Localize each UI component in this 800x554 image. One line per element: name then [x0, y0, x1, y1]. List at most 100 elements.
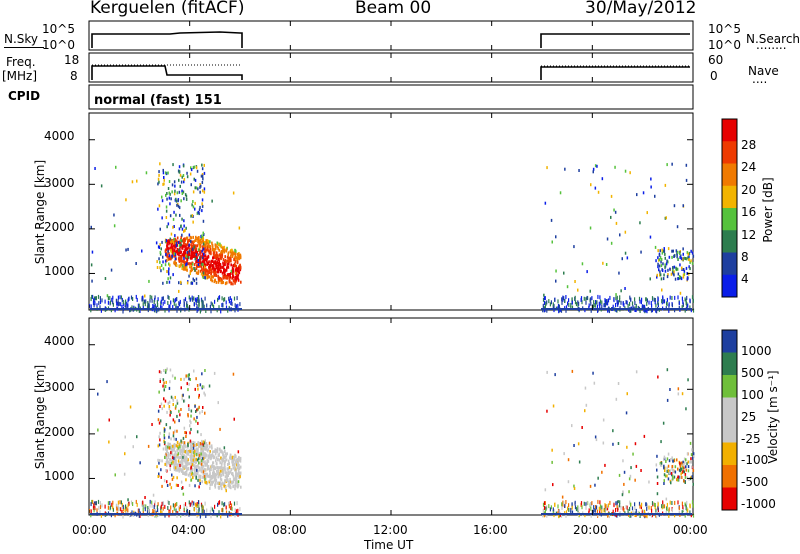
v-ground-echo [230, 503, 233, 508]
p-ground-echo [692, 298, 694, 303]
v-strong-echo [235, 478, 238, 482]
p-strong-echo [227, 251, 230, 255]
p-scatter-echo [171, 190, 173, 194]
p-scatter-echo [94, 167, 96, 170]
p-ground-echo [669, 295, 671, 300]
x-axis-ticks [88, 21, 694, 515]
v-scatter-echo [648, 480, 650, 484]
v-ground-echo [570, 507, 572, 512]
v-ground-echo [213, 509, 215, 514]
p-ground-echo [552, 305, 554, 310]
p-strong-echo [176, 243, 178, 247]
v-strong-echo [175, 452, 177, 456]
v-strong-echo [208, 455, 210, 458]
v-scatter-echo [170, 486, 173, 490]
p-scatter-echo [597, 190, 600, 194]
p-scatter-echo [201, 209, 203, 213]
v-ground-echo [619, 503, 621, 508]
v-ground-echo [149, 499, 151, 504]
p-scatter-echo [201, 234, 203, 238]
p-strong-echo [191, 268, 193, 272]
p-scatter-echo [201, 202, 203, 206]
p-scatter-echo [188, 249, 191, 253]
v-strong-echo [185, 469, 188, 473]
power-cb-20: 20 [741, 183, 757, 197]
v-strong-echo [198, 466, 201, 470]
v-ground-echo [686, 500, 688, 505]
v-ground-echo [629, 514, 631, 518]
v-ground-echo [172, 510, 174, 515]
v-strong-echo [204, 472, 207, 476]
v-scatter-echo [188, 407, 190, 411]
v-ground-echo [235, 509, 238, 514]
v-ground-echo [220, 514, 222, 519]
v-scatter-echo [643, 434, 646, 438]
p-ground-echo [170, 300, 172, 305]
p-ground-echo [605, 299, 607, 304]
p-ground-echo [568, 298, 570, 303]
v-scatter-echo [159, 438, 161, 442]
p-strong-echo [215, 280, 218, 284]
p-scatter-echo [182, 174, 185, 177]
v-strong-echo [173, 448, 175, 452]
p-strong-echo [220, 278, 222, 282]
p-scatter-echo [656, 273, 658, 277]
v-ground-echo [542, 502, 545, 507]
p-scatter-echo [159, 227, 161, 231]
v-strong-echo [194, 451, 197, 455]
p-strong-echo [222, 264, 225, 268]
p-strong-echo [235, 268, 237, 272]
p-scatter-echo [204, 265, 206, 269]
nsearch-dots: ........ [756, 38, 787, 52]
p-scatter-echo [650, 177, 652, 181]
v-scatter-echo [189, 419, 191, 423]
p-strong-echo [199, 249, 201, 253]
v-strong-echo [190, 451, 192, 455]
v-scatter-echo [201, 372, 203, 376]
p-scatter-echo [202, 231, 204, 235]
v-scatter-echo [183, 377, 185, 381]
p-scatter-echo [192, 220, 194, 224]
p-strong-echo [223, 273, 226, 277]
p-strong-echo [200, 261, 202, 265]
p-strong-echo [195, 247, 198, 251]
p-scatter-echo [686, 251, 689, 255]
p-ground-echo [121, 305, 123, 310]
p-strong-echo [171, 241, 174, 245]
v-strong-echo [208, 467, 211, 471]
v-scatter-echo [687, 469, 690, 473]
p-strong-echo [201, 260, 204, 264]
p-scatter-echo [661, 248, 663, 252]
p-ground-echo [126, 301, 128, 306]
p-strong-echo [188, 253, 191, 257]
velocity-cb-neg100: -100 [741, 453, 769, 467]
nsky-ytick-top: 10^5 [42, 22, 75, 36]
station-title: Kerguelen (fitACF) [90, 0, 245, 18]
p-strong-echo [208, 251, 211, 255]
p-strong-echo [166, 245, 169, 249]
p-strong-echo [220, 244, 222, 248]
v-strong-echo [181, 458, 184, 462]
v-ground-echo [542, 513, 544, 518]
v-strong-echo [167, 456, 170, 459]
p-scatter-echo [168, 254, 171, 258]
p-scatter-echo [168, 272, 170, 276]
p-ground-echo [641, 305, 643, 310]
p-scatter-echo [158, 257, 160, 261]
v-strong-echo [229, 470, 232, 474]
p-scatter-echo [682, 268, 685, 271]
v-scatter-echo [168, 405, 171, 408]
v-strong-echo [216, 472, 219, 476]
p-ground-echo [162, 296, 164, 301]
v-scatter-echo [198, 393, 200, 397]
p-strong-echo [213, 268, 216, 272]
p-strong-echo [209, 245, 211, 249]
p-strong-echo [237, 277, 239, 281]
p-ground-echo [601, 304, 603, 309]
v-strong-echo [184, 457, 187, 461]
p-scatter-echo [232, 191, 235, 195]
p-scatter-echo [172, 239, 174, 243]
p-scatter-echo [660, 264, 663, 268]
p-ground-echo [136, 297, 138, 302]
v-ground-echo [626, 505, 628, 510]
